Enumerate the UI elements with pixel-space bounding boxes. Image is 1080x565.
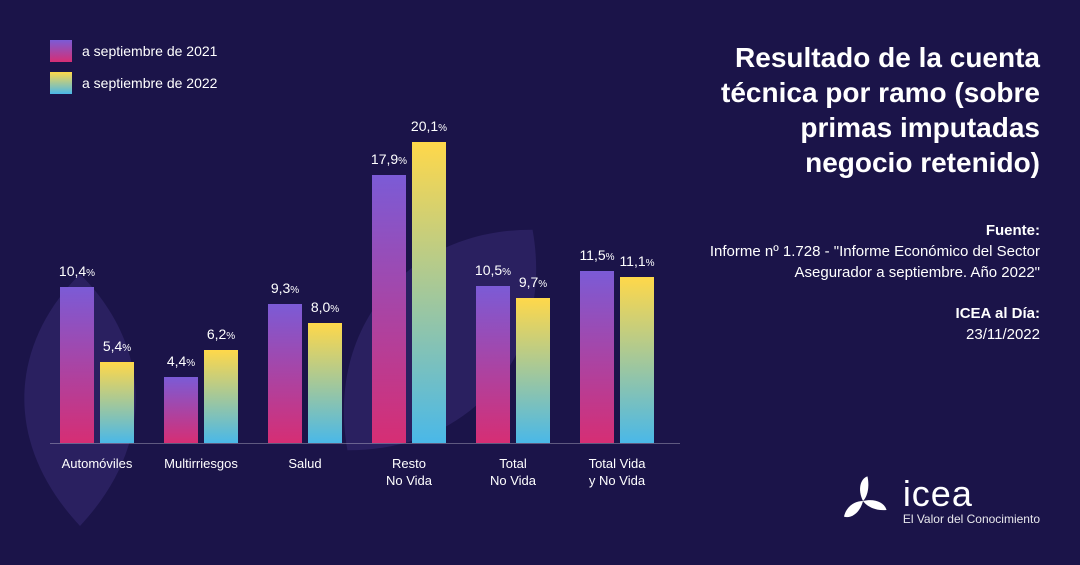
side-panel: Resultado de la cuenta técnica por ramo … xyxy=(700,40,1040,365)
legend-swatch-2021 xyxy=(50,40,72,62)
legend-swatch-2022 xyxy=(50,72,72,94)
x-axis-label: Automóviles xyxy=(60,456,134,490)
legend-item-2022: a septiembre de 2022 xyxy=(50,72,680,94)
logo: icea El Valor del Conocimiento xyxy=(835,473,1040,529)
source-text: Informe nº 1.728 - "Informe Económico de… xyxy=(700,241,1040,283)
bar-value-label: 10,5% xyxy=(475,262,511,278)
bar-2022: 20,1% xyxy=(412,142,446,444)
legend: a septiembre de 2021 a septiembre de 202… xyxy=(50,40,680,94)
x-axis-labels: Automóviles Multirriesgos Salud RestoNo Vid… xyxy=(50,444,680,490)
bar-group: 17,9%20,1% xyxy=(372,142,446,444)
chart-title: Resultado de la cuenta técnica por ramo … xyxy=(700,40,1040,180)
bar-2021: 17,9% xyxy=(372,175,406,444)
bar-2022: 11,1% xyxy=(620,277,654,444)
bar-2022: 5,4% xyxy=(100,362,134,443)
date-value: 23/11/2022 xyxy=(700,324,1040,345)
bar-value-label: 10,4% xyxy=(59,263,95,279)
x-axis-label: TotalNo Vida xyxy=(476,456,550,490)
x-axis-label: Total Viday No Vida xyxy=(580,456,654,490)
logo-tagline: El Valor del Conocimiento xyxy=(903,512,1040,526)
bar-group: 11,5%11,1% xyxy=(580,271,654,444)
date-label: ICEA al Día: xyxy=(700,303,1040,324)
bar-2021: 10,4% xyxy=(60,287,94,443)
bar-2022: 8,0% xyxy=(308,323,342,443)
bar-value-label: 17,9% xyxy=(371,151,407,167)
x-axis-label: Multirriesgos xyxy=(164,456,238,490)
date-block: ICEA al Día: 23/11/2022 xyxy=(700,303,1040,345)
bar-2022: 9,7% xyxy=(516,298,550,444)
logo-icon xyxy=(835,473,891,529)
legend-item-2021: a septiembre de 2021 xyxy=(50,40,680,62)
source-block: Fuente: Informe nº 1.728 - "Informe Econ… xyxy=(700,220,1040,283)
bar-value-label: 11,1% xyxy=(619,253,654,269)
bar-value-label: 8,0% xyxy=(311,299,339,315)
chart-area: a septiembre de 2021 a septiembre de 202… xyxy=(0,0,680,564)
bar-group: 10,5%9,7% xyxy=(476,286,550,444)
x-axis-label: Salud xyxy=(268,456,342,490)
bar-2022: 6,2% xyxy=(204,350,238,443)
logo-name: icea xyxy=(903,476,1040,512)
bar-value-label: 20,1% xyxy=(411,118,447,134)
bar-group: 10,4%5,4% xyxy=(60,287,134,443)
legend-label: a septiembre de 2021 xyxy=(82,43,217,59)
legend-label: a septiembre de 2022 xyxy=(82,75,217,91)
bar-2021: 4,4% xyxy=(164,377,198,443)
source-label: Fuente: xyxy=(700,220,1040,241)
bar-2021: 11,5% xyxy=(580,271,614,444)
bar-value-label: 4,4% xyxy=(167,353,195,369)
bar-2021: 9,3% xyxy=(268,304,302,444)
bar-chart: 10,4%5,4%4,4%6,2%9,3%8,0%17,9%20,1%10,5%… xyxy=(50,114,680,444)
bar-value-label: 5,4% xyxy=(103,338,131,354)
bar-group: 4,4%6,2% xyxy=(164,350,238,443)
bar-value-label: 9,7% xyxy=(519,274,547,290)
bar-value-label: 11,5% xyxy=(579,247,614,263)
x-axis-label: RestoNo Vida xyxy=(372,456,446,490)
bar-group: 9,3%8,0% xyxy=(268,304,342,444)
bar-2021: 10,5% xyxy=(476,286,510,444)
bar-value-label: 6,2% xyxy=(207,326,235,342)
bar-value-label: 9,3% xyxy=(271,280,299,296)
